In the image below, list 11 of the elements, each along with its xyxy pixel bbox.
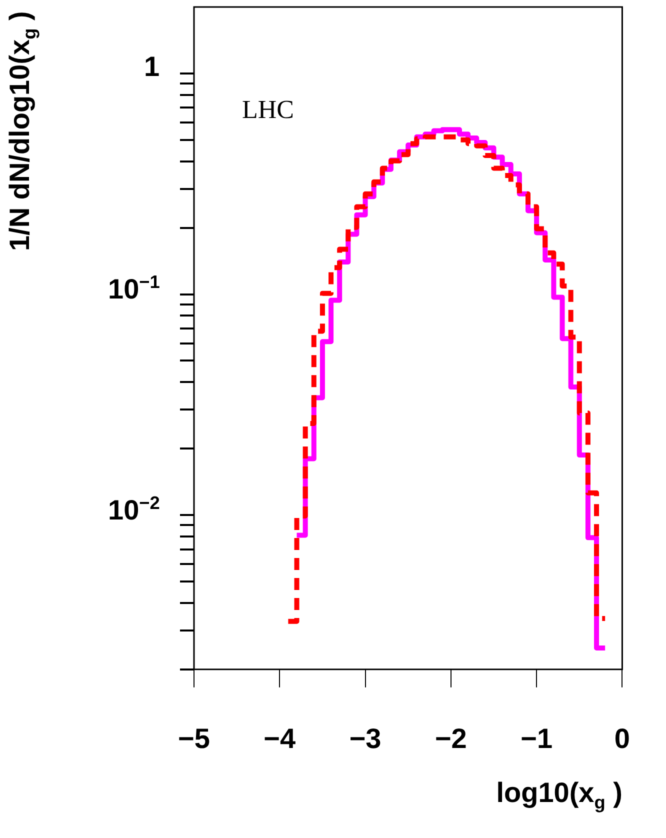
y-tick-label: 1 (144, 51, 160, 84)
x-axis-title: log10(x$_{g}$ ) (496, 777, 622, 814)
x-tick-label: −1 (520, 722, 553, 754)
y-tick-label: 10$^{−1}$ (108, 272, 160, 306)
x-tick-label: 0 (614, 722, 630, 754)
x-tick-label: −4 (264, 722, 296, 754)
annotation: LHC (242, 95, 294, 125)
y-tick-label: 10$^{−2}$ (108, 492, 160, 526)
x-tick-label: −3 (349, 722, 382, 754)
x-tick-label: −5 (178, 722, 210, 754)
x-tick-label: −2 (434, 722, 467, 754)
